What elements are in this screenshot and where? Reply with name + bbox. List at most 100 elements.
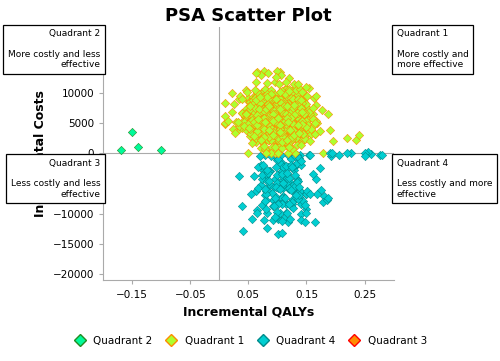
Point bbox=[256, 117, 264, 123]
Point bbox=[280, 171, 287, 177]
Point bbox=[272, 123, 280, 129]
Text: Quadrant 2

More costly and less
effective: Quadrant 2 More costly and less effectiv… bbox=[8, 29, 100, 69]
Point bbox=[259, 110, 267, 116]
Point bbox=[293, 134, 301, 139]
Point bbox=[260, 106, 268, 112]
Point bbox=[288, 116, 296, 122]
Point bbox=[262, 129, 270, 134]
Point bbox=[277, 169, 285, 175]
Point bbox=[286, 88, 294, 94]
Point bbox=[302, 219, 310, 225]
Point bbox=[221, 113, 229, 119]
Point bbox=[221, 121, 229, 127]
Point bbox=[290, 110, 298, 116]
Point bbox=[264, 122, 272, 128]
Point bbox=[276, 106, 284, 112]
Point bbox=[253, 113, 261, 118]
Point bbox=[262, 136, 270, 142]
Point bbox=[274, 156, 282, 162]
Legend: Quadrant 2, Quadrant 1, Quadrant 4, Quadrant 3: Quadrant 2, Quadrant 1, Quadrant 4, Quad… bbox=[66, 331, 432, 350]
Point bbox=[254, 207, 262, 213]
Point bbox=[293, 120, 301, 126]
Point bbox=[251, 95, 259, 101]
Point bbox=[254, 130, 262, 136]
Point bbox=[320, 193, 328, 199]
Point bbox=[280, 91, 287, 97]
Point bbox=[262, 188, 270, 194]
Point bbox=[279, 119, 287, 125]
Point bbox=[272, 96, 280, 102]
Point bbox=[288, 119, 296, 125]
Point bbox=[264, 117, 272, 122]
Point bbox=[250, 122, 258, 128]
Point bbox=[264, 170, 272, 175]
Point bbox=[268, 102, 276, 108]
Point bbox=[254, 164, 262, 170]
Point bbox=[280, 112, 288, 118]
Point bbox=[273, 157, 281, 163]
Point bbox=[275, 110, 283, 116]
Point bbox=[259, 97, 267, 103]
Point bbox=[278, 114, 286, 119]
Point bbox=[270, 112, 278, 118]
Point bbox=[288, 127, 296, 133]
Point bbox=[294, 194, 302, 200]
Point bbox=[242, 127, 250, 133]
Point bbox=[290, 121, 298, 127]
Point bbox=[294, 119, 302, 125]
Point bbox=[253, 114, 261, 120]
Point bbox=[275, 121, 283, 127]
Point bbox=[256, 99, 264, 104]
Point bbox=[272, 136, 280, 142]
Point bbox=[274, 231, 281, 236]
Point bbox=[256, 138, 264, 143]
Point bbox=[295, 120, 303, 126]
Point bbox=[275, 107, 283, 113]
Point bbox=[296, 192, 304, 198]
Point bbox=[280, 127, 287, 133]
Point bbox=[263, 99, 271, 104]
Point bbox=[273, 131, 281, 137]
Point bbox=[260, 134, 268, 140]
Point bbox=[302, 210, 310, 216]
Point bbox=[266, 116, 274, 122]
Point bbox=[286, 139, 294, 144]
Point bbox=[274, 106, 282, 112]
Point bbox=[296, 118, 304, 124]
Point bbox=[258, 119, 266, 125]
Point bbox=[270, 203, 278, 209]
Point bbox=[284, 122, 292, 128]
Point bbox=[264, 167, 272, 173]
Point bbox=[279, 105, 287, 111]
Point bbox=[286, 121, 294, 127]
Point bbox=[271, 150, 279, 156]
Point bbox=[296, 158, 304, 164]
Point bbox=[302, 188, 310, 193]
Point bbox=[285, 144, 293, 150]
Point bbox=[264, 96, 272, 101]
Point bbox=[231, 130, 239, 136]
Point bbox=[246, 103, 254, 108]
Point bbox=[286, 128, 294, 134]
Point bbox=[274, 116, 282, 122]
Point bbox=[278, 109, 286, 114]
Point bbox=[277, 125, 285, 130]
Point bbox=[278, 96, 286, 101]
Point bbox=[360, 150, 368, 156]
Point bbox=[292, 161, 300, 166]
Point bbox=[270, 113, 278, 119]
Text: Quadrant 3

Less costly and less
effective: Quadrant 3 Less costly and less effectiv… bbox=[10, 158, 100, 199]
Point bbox=[284, 136, 292, 142]
Point bbox=[273, 213, 281, 219]
Point bbox=[276, 114, 283, 120]
Point bbox=[248, 94, 256, 100]
Point bbox=[248, 123, 256, 129]
Point bbox=[274, 99, 282, 104]
Point bbox=[236, 173, 244, 178]
Point bbox=[259, 120, 267, 126]
Point bbox=[306, 131, 314, 136]
Point bbox=[286, 107, 294, 113]
Point bbox=[288, 106, 296, 112]
Point bbox=[252, 117, 260, 123]
Point bbox=[306, 85, 314, 91]
